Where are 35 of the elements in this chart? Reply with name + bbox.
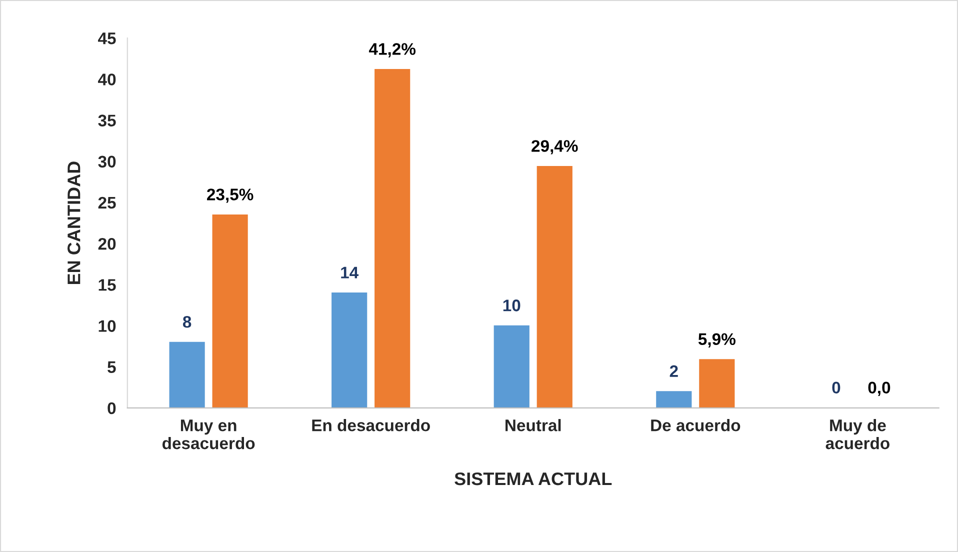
data-label: 29,4% <box>532 140 578 154</box>
y-tick-label: 40 <box>98 74 116 86</box>
bar <box>494 325 530 408</box>
data-label: 10 <box>503 300 520 312</box>
bar <box>332 292 368 408</box>
data-label: 14 <box>341 266 359 278</box>
x-tick-label: En desacuerdo <box>312 419 430 432</box>
data-label: 5,9% <box>698 333 736 348</box>
y-tick-label: 0 <box>108 402 116 414</box>
bar <box>536 166 572 408</box>
y-tick-label: 30 <box>98 156 116 168</box>
bar <box>656 391 692 408</box>
x-tick-label: De acuerdo <box>651 419 740 432</box>
y-axis-title: EN CANTIDAD <box>68 162 80 284</box>
data-label: 0 <box>832 382 840 394</box>
y-tick-label: 45 <box>98 32 116 44</box>
bar <box>212 214 248 408</box>
data-label: 0,0 <box>868 382 890 396</box>
data-label: 2 <box>670 365 678 377</box>
x-tick-label: Muy de acuerdo <box>826 419 890 450</box>
bar <box>699 359 735 408</box>
y-tick-label: 35 <box>98 114 116 126</box>
y-tick-label: 10 <box>98 320 116 332</box>
y-tick-label: 20 <box>98 238 116 250</box>
x-tick-label: Neutral <box>506 419 561 432</box>
y-tick-label: 25 <box>98 196 116 209</box>
y-tick-label: 5 <box>108 361 116 374</box>
x-axis-title: SISTEMA ACTUAL <box>454 472 612 486</box>
data-label: 8 <box>182 316 192 328</box>
data-label: 23,5% <box>207 188 254 203</box>
y-tick-label: 15 <box>98 279 116 291</box>
x-tick-label: Muy en desacuerdo <box>162 420 255 450</box>
data-label: 41,2% <box>368 43 416 58</box>
bar <box>374 68 410 408</box>
bar <box>169 342 205 408</box>
